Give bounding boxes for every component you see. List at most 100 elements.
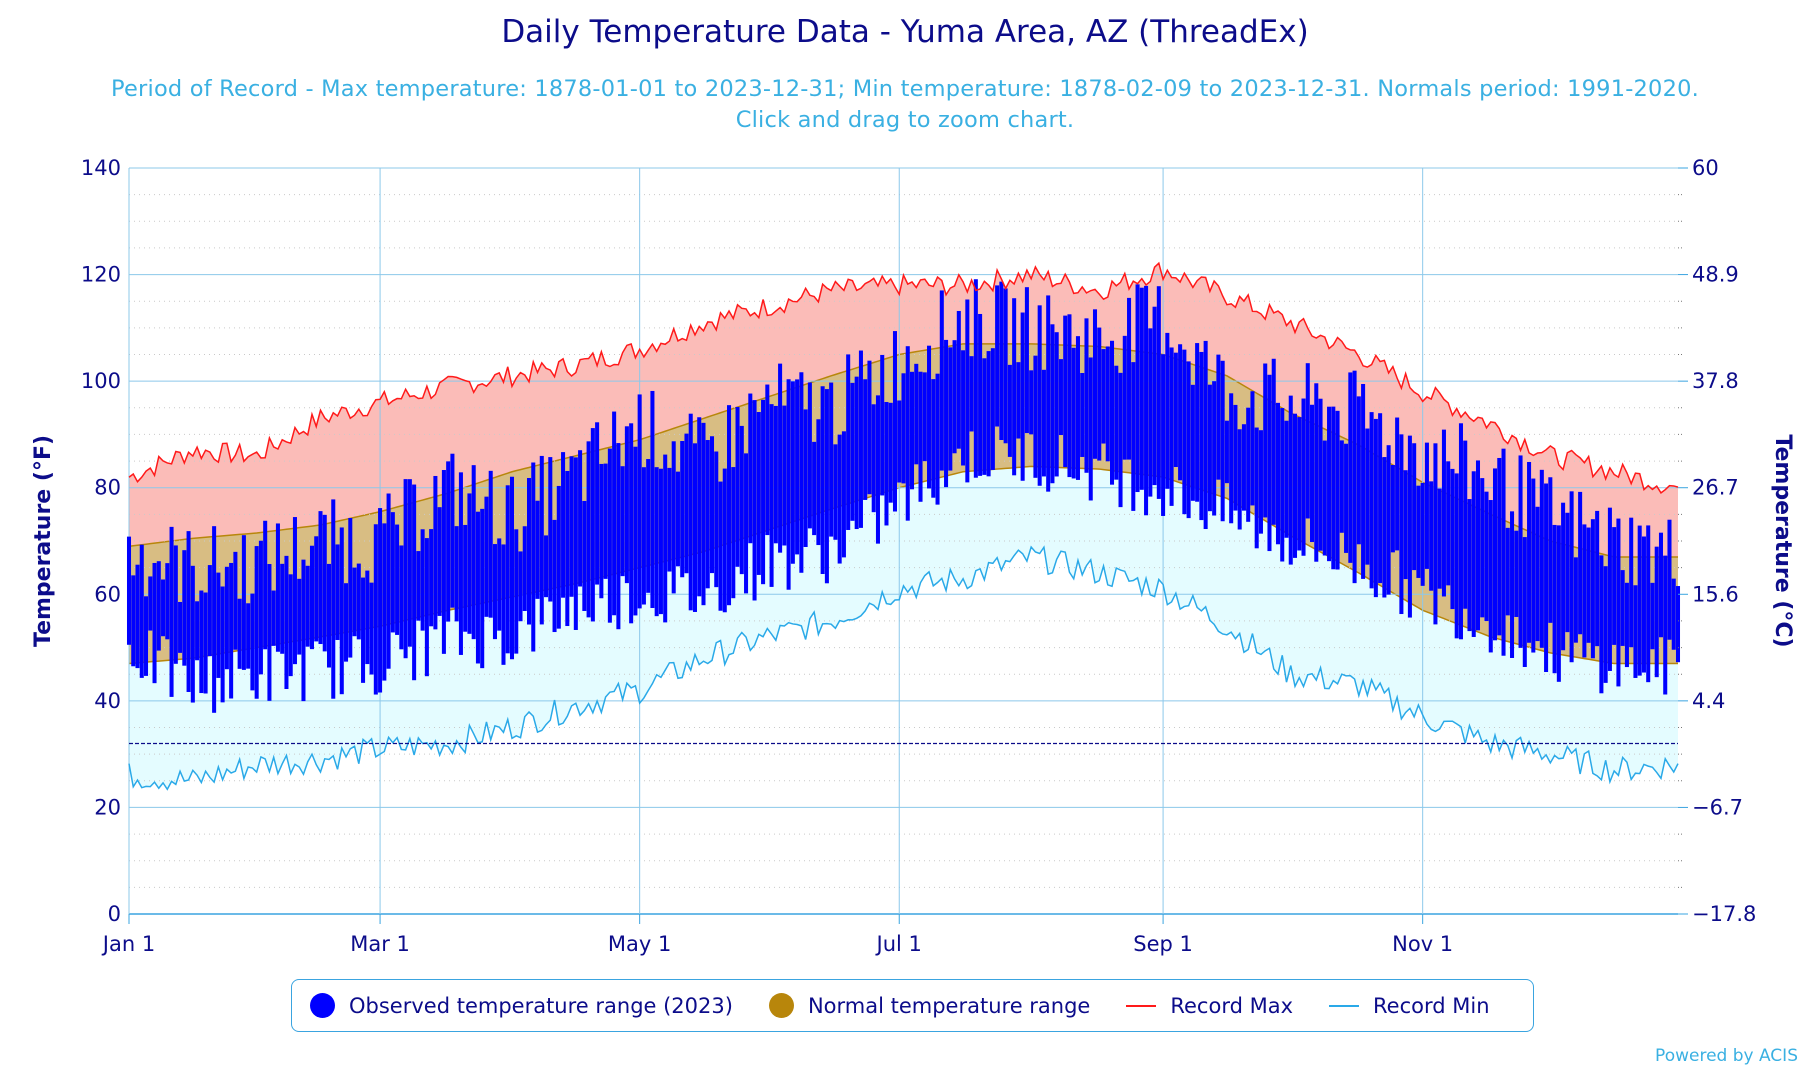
- observed-bar: [675, 471, 680, 567]
- observed-bar: [565, 470, 570, 627]
- observed-bar: [522, 526, 527, 611]
- observed-bar: [1641, 536, 1646, 673]
- observed-bar: [1195, 343, 1200, 502]
- observed-bar: [407, 479, 412, 647]
- observed-bar: [1258, 430, 1263, 534]
- observed-bar: [561, 452, 566, 598]
- observed-bar: [373, 524, 378, 695]
- observed-bar: [633, 446, 638, 616]
- x-tick-label: Sep 1: [1133, 932, 1193, 956]
- observed-bar: [1058, 359, 1063, 436]
- legend-item-record-min[interactable]: Record Min: [1329, 994, 1490, 1018]
- observed-bar: [484, 496, 489, 617]
- observed-bars-group: [126, 279, 1681, 713]
- observed-bar: [1224, 420, 1229, 484]
- observed-bar: [152, 562, 157, 684]
- observed-bar: [1646, 525, 1651, 683]
- observed-bar: [1067, 314, 1072, 478]
- observed-bar: [1327, 406, 1332, 562]
- observed-bar: [1475, 460, 1481, 631]
- observed-bar: [178, 601, 183, 653]
- observed-bar: [884, 401, 889, 526]
- observed-bar: [1514, 530, 1519, 617]
- legend-item-record-max[interactable]: Record Max: [1126, 994, 1293, 1018]
- observed-bar: [586, 441, 591, 618]
- observed-bar: [1037, 305, 1042, 486]
- observed-bar: [135, 564, 140, 669]
- record-max-line-icon: [1126, 1004, 1157, 1007]
- observed-bar: [616, 443, 621, 630]
- observed-bar: [820, 386, 825, 575]
- observed-bar: [1518, 455, 1523, 648]
- observed-dot-icon: [310, 993, 335, 1018]
- chart-title: Daily Temperature Data - Yuma Area, AZ (…: [501, 14, 1309, 50]
- observed-bar: [961, 350, 966, 466]
- observed-bar: [148, 576, 153, 631]
- observed-bar: [403, 479, 408, 659]
- observed-bar: [424, 538, 429, 677]
- observed-bar: [1603, 566, 1608, 683]
- observed-bar: [1458, 423, 1463, 640]
- observed-bar: [441, 470, 446, 654]
- observed-bar: [1607, 507, 1612, 671]
- legend-item-observed[interactable]: Observed temperature range (2023): [310, 993, 733, 1018]
- observed-bar: [816, 419, 821, 546]
- temperature-chart[interactable]: 0 20 40 60 80 100 120 140 −17.8 −6.7 4.4 15.6 26.7 37…: [0, 0, 1810, 970]
- observed-bar: [1616, 518, 1621, 687]
- observed-bar: [275, 523, 280, 652]
- observed-bar: [1229, 393, 1234, 524]
- observed-bar: [301, 559, 306, 702]
- y-tick-label: 80: [94, 476, 121, 500]
- observed-bar: [1144, 285, 1149, 516]
- observed-bar: [437, 507, 442, 616]
- observed-bar: [1454, 473, 1459, 639]
- acis-credit-link[interactable]: Powered by ACIS: [1655, 1046, 1798, 1066]
- observed-bar: [1573, 557, 1578, 643]
- observed-bar: [1510, 511, 1515, 658]
- observed-bar: [309, 545, 315, 650]
- observed-bar: [927, 345, 932, 489]
- observed-bar: [297, 578, 302, 655]
- observed-bar: [1399, 434, 1404, 615]
- observed-bar: [846, 354, 851, 530]
- observed-bar: [258, 540, 263, 675]
- observed-bar: [1220, 360, 1225, 522]
- observed-bar: [1544, 483, 1549, 673]
- observed-bar: [169, 526, 174, 697]
- observed-bar: [1620, 570, 1625, 646]
- y2-axis-title: Temperature (°C): [1770, 434, 1795, 647]
- legend-item-normal[interactable]: Normal temperature range: [768, 993, 1090, 1018]
- observed-bar: [914, 363, 919, 465]
- y-tick-label: 100: [81, 369, 121, 393]
- y-tick-label: 0: [108, 902, 121, 926]
- observed-bar: [1488, 500, 1493, 653]
- observed-bar: [1395, 417, 1400, 551]
- observed-bar: [1322, 440, 1327, 556]
- y2-tick-label: −17.8: [1692, 902, 1756, 926]
- observed-bar: [718, 481, 723, 611]
- observed-bar: [1318, 398, 1323, 551]
- chart-legend: Observed temperature range (2023) Normal…: [291, 979, 1534, 1032]
- observed-bar: [390, 512, 395, 633]
- observed-bar: [224, 566, 229, 670]
- observed-bar: [1373, 418, 1378, 598]
- observed-bar: [680, 441, 685, 578]
- observed-bar: [1633, 585, 1638, 678]
- observed-bar: [1331, 406, 1336, 570]
- observed-bar: [654, 467, 659, 617]
- record-max-line: [128, 261, 1679, 494]
- observed-bar: [1139, 287, 1144, 490]
- observed-bar: [1118, 372, 1123, 508]
- observed-bar: [748, 393, 753, 544]
- y2-tick-label: 37.8: [1692, 369, 1739, 393]
- observed-bar: [688, 413, 693, 611]
- observed-bar: [867, 360, 872, 495]
- y2-tick-label: 26.7: [1692, 476, 1739, 500]
- observed-bar: [1254, 427, 1259, 549]
- observed-bar: [909, 371, 915, 490]
- observed-bar: [1007, 364, 1012, 457]
- observed-bar: [990, 348, 995, 470]
- observed-bar: [544, 535, 549, 598]
- observed-bar: [531, 462, 536, 652]
- observed-bar: [1041, 369, 1046, 477]
